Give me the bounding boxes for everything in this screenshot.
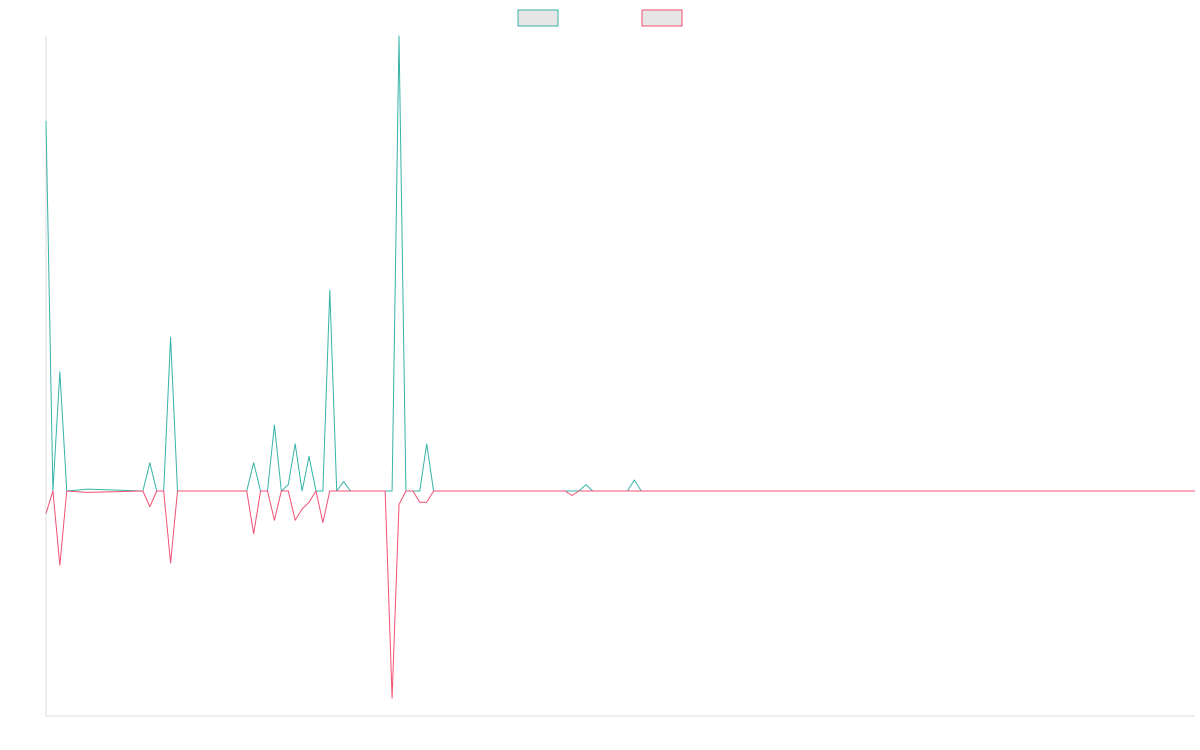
- legend-swatch-1[interactable]: [517, 9, 559, 27]
- series-layer: [45, 35, 1195, 699]
- series-line-1: [45, 35, 1195, 492]
- legend-swatch-2[interactable]: [641, 9, 683, 27]
- series-line-2: [45, 490, 1195, 699]
- legend: [517, 9, 683, 27]
